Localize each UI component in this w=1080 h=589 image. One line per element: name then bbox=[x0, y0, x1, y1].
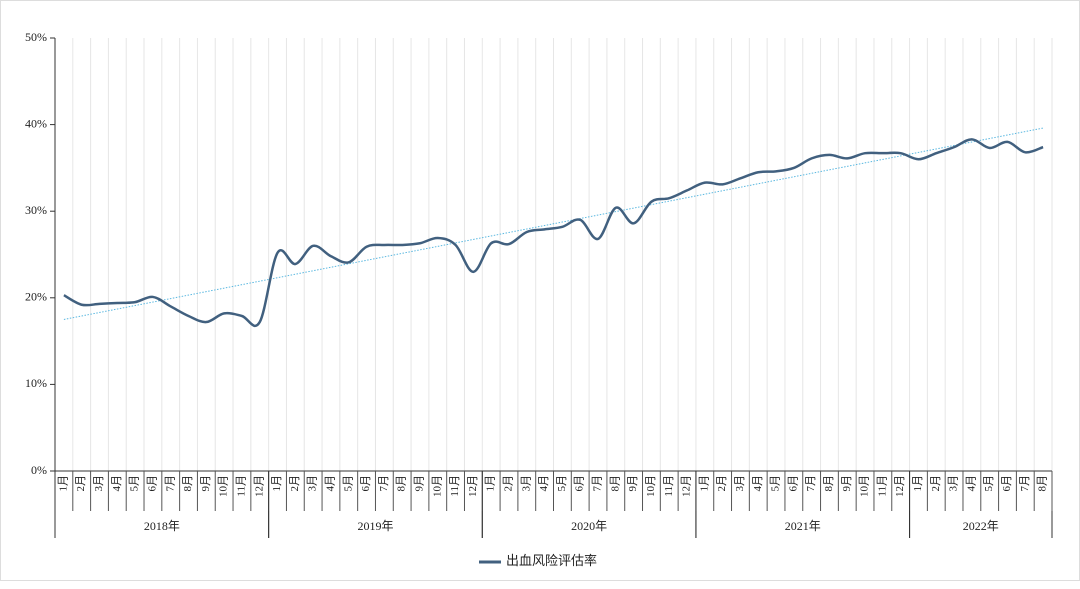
x-tick-label: 4月 bbox=[111, 475, 123, 492]
x-tick-label: 7月 bbox=[378, 475, 390, 492]
x-tick-label: 3月 bbox=[93, 475, 105, 492]
x-tick-label: 2月 bbox=[289, 475, 301, 492]
x-tick-label: 12月 bbox=[894, 475, 906, 497]
x-tick-label: 6月 bbox=[1001, 475, 1013, 492]
x-tick-label: 1月 bbox=[57, 475, 69, 492]
x-tick-label: 11月 bbox=[235, 475, 247, 497]
x-tick-label: 12月 bbox=[467, 475, 479, 497]
y-tick-label: 50% bbox=[25, 30, 47, 44]
legend-label: 出血风险评估率 bbox=[506, 553, 597, 568]
y-tick-label: 0% bbox=[31, 463, 47, 477]
trendline bbox=[63, 127, 1044, 320]
x-tick-label: 8月 bbox=[396, 475, 408, 492]
x-tick-label: 10月 bbox=[218, 475, 230, 497]
x-tick-label: 1月 bbox=[912, 475, 924, 492]
x-tick-label: 2月 bbox=[75, 475, 87, 492]
x-tick-label: 3月 bbox=[307, 475, 319, 492]
x-tick-label: 1月 bbox=[271, 475, 283, 492]
x-tick-label: 5月 bbox=[983, 475, 995, 492]
x-tick-label: 7月 bbox=[805, 475, 817, 492]
group-label: 2018年 bbox=[144, 519, 180, 533]
x-tick-label: 8月 bbox=[1037, 475, 1049, 492]
y-tick-label: 40% bbox=[25, 116, 47, 130]
x-tick-label: 7月 bbox=[1019, 475, 1031, 492]
x-tick-label: 7月 bbox=[592, 475, 604, 492]
group-label: 2022年 bbox=[963, 519, 999, 533]
x-tick-label: 12月 bbox=[681, 475, 693, 497]
x-tick-label: 4月 bbox=[965, 475, 977, 492]
x-tick-label: 2月 bbox=[930, 475, 942, 492]
x-tick-label: 6月 bbox=[574, 475, 586, 492]
x-tick-label: 8月 bbox=[823, 475, 835, 492]
x-tick-label: 5月 bbox=[342, 475, 354, 492]
x-tick-label: 1月 bbox=[485, 475, 497, 492]
x-tick-label: 7月 bbox=[164, 475, 176, 492]
x-tick-label: 2月 bbox=[503, 475, 515, 492]
x-tick-label: 8月 bbox=[182, 475, 194, 492]
x-tick-label: 4月 bbox=[538, 475, 550, 492]
x-tick-label: 11月 bbox=[876, 475, 888, 497]
x-tick-label: 9月 bbox=[627, 475, 639, 492]
group-label: 2020年 bbox=[571, 519, 607, 533]
series-line bbox=[63, 138, 1044, 328]
x-tick-label: 6月 bbox=[146, 475, 158, 492]
x-tick-label: 5月 bbox=[129, 475, 141, 492]
x-tick-label: 10月 bbox=[645, 475, 657, 497]
x-tick-label: 10月 bbox=[859, 475, 871, 497]
x-tick-label: 9月 bbox=[200, 475, 212, 492]
x-tick-label: 4月 bbox=[752, 475, 764, 492]
y-tick-label: 20% bbox=[25, 290, 47, 304]
group-label: 2021年 bbox=[785, 519, 821, 533]
x-tick-label: 5月 bbox=[770, 475, 782, 492]
y-tick-label: 30% bbox=[25, 203, 47, 217]
x-tick-label: 9月 bbox=[414, 475, 426, 492]
y-tick-label: 10% bbox=[25, 376, 47, 390]
x-tick-label: 12月 bbox=[253, 475, 265, 497]
x-tick-label: 9月 bbox=[841, 475, 853, 492]
x-tick-label: 1月 bbox=[698, 475, 710, 492]
x-tick-label: 4月 bbox=[324, 475, 336, 492]
x-tick-label: 3月 bbox=[948, 475, 960, 492]
group-label: 2019年 bbox=[357, 519, 393, 533]
x-tick-label: 5月 bbox=[556, 475, 568, 492]
x-tick-label: 11月 bbox=[663, 475, 675, 497]
x-tick-label: 3月 bbox=[520, 475, 532, 492]
x-tick-label: 8月 bbox=[609, 475, 621, 492]
x-tick-label: 6月 bbox=[360, 475, 372, 492]
x-tick-label: 2月 bbox=[716, 475, 728, 492]
x-tick-label: 6月 bbox=[787, 475, 799, 492]
x-tick-label: 3月 bbox=[734, 475, 746, 492]
x-tick-label: 10月 bbox=[431, 475, 443, 497]
x-tick-label: 11月 bbox=[449, 475, 461, 497]
